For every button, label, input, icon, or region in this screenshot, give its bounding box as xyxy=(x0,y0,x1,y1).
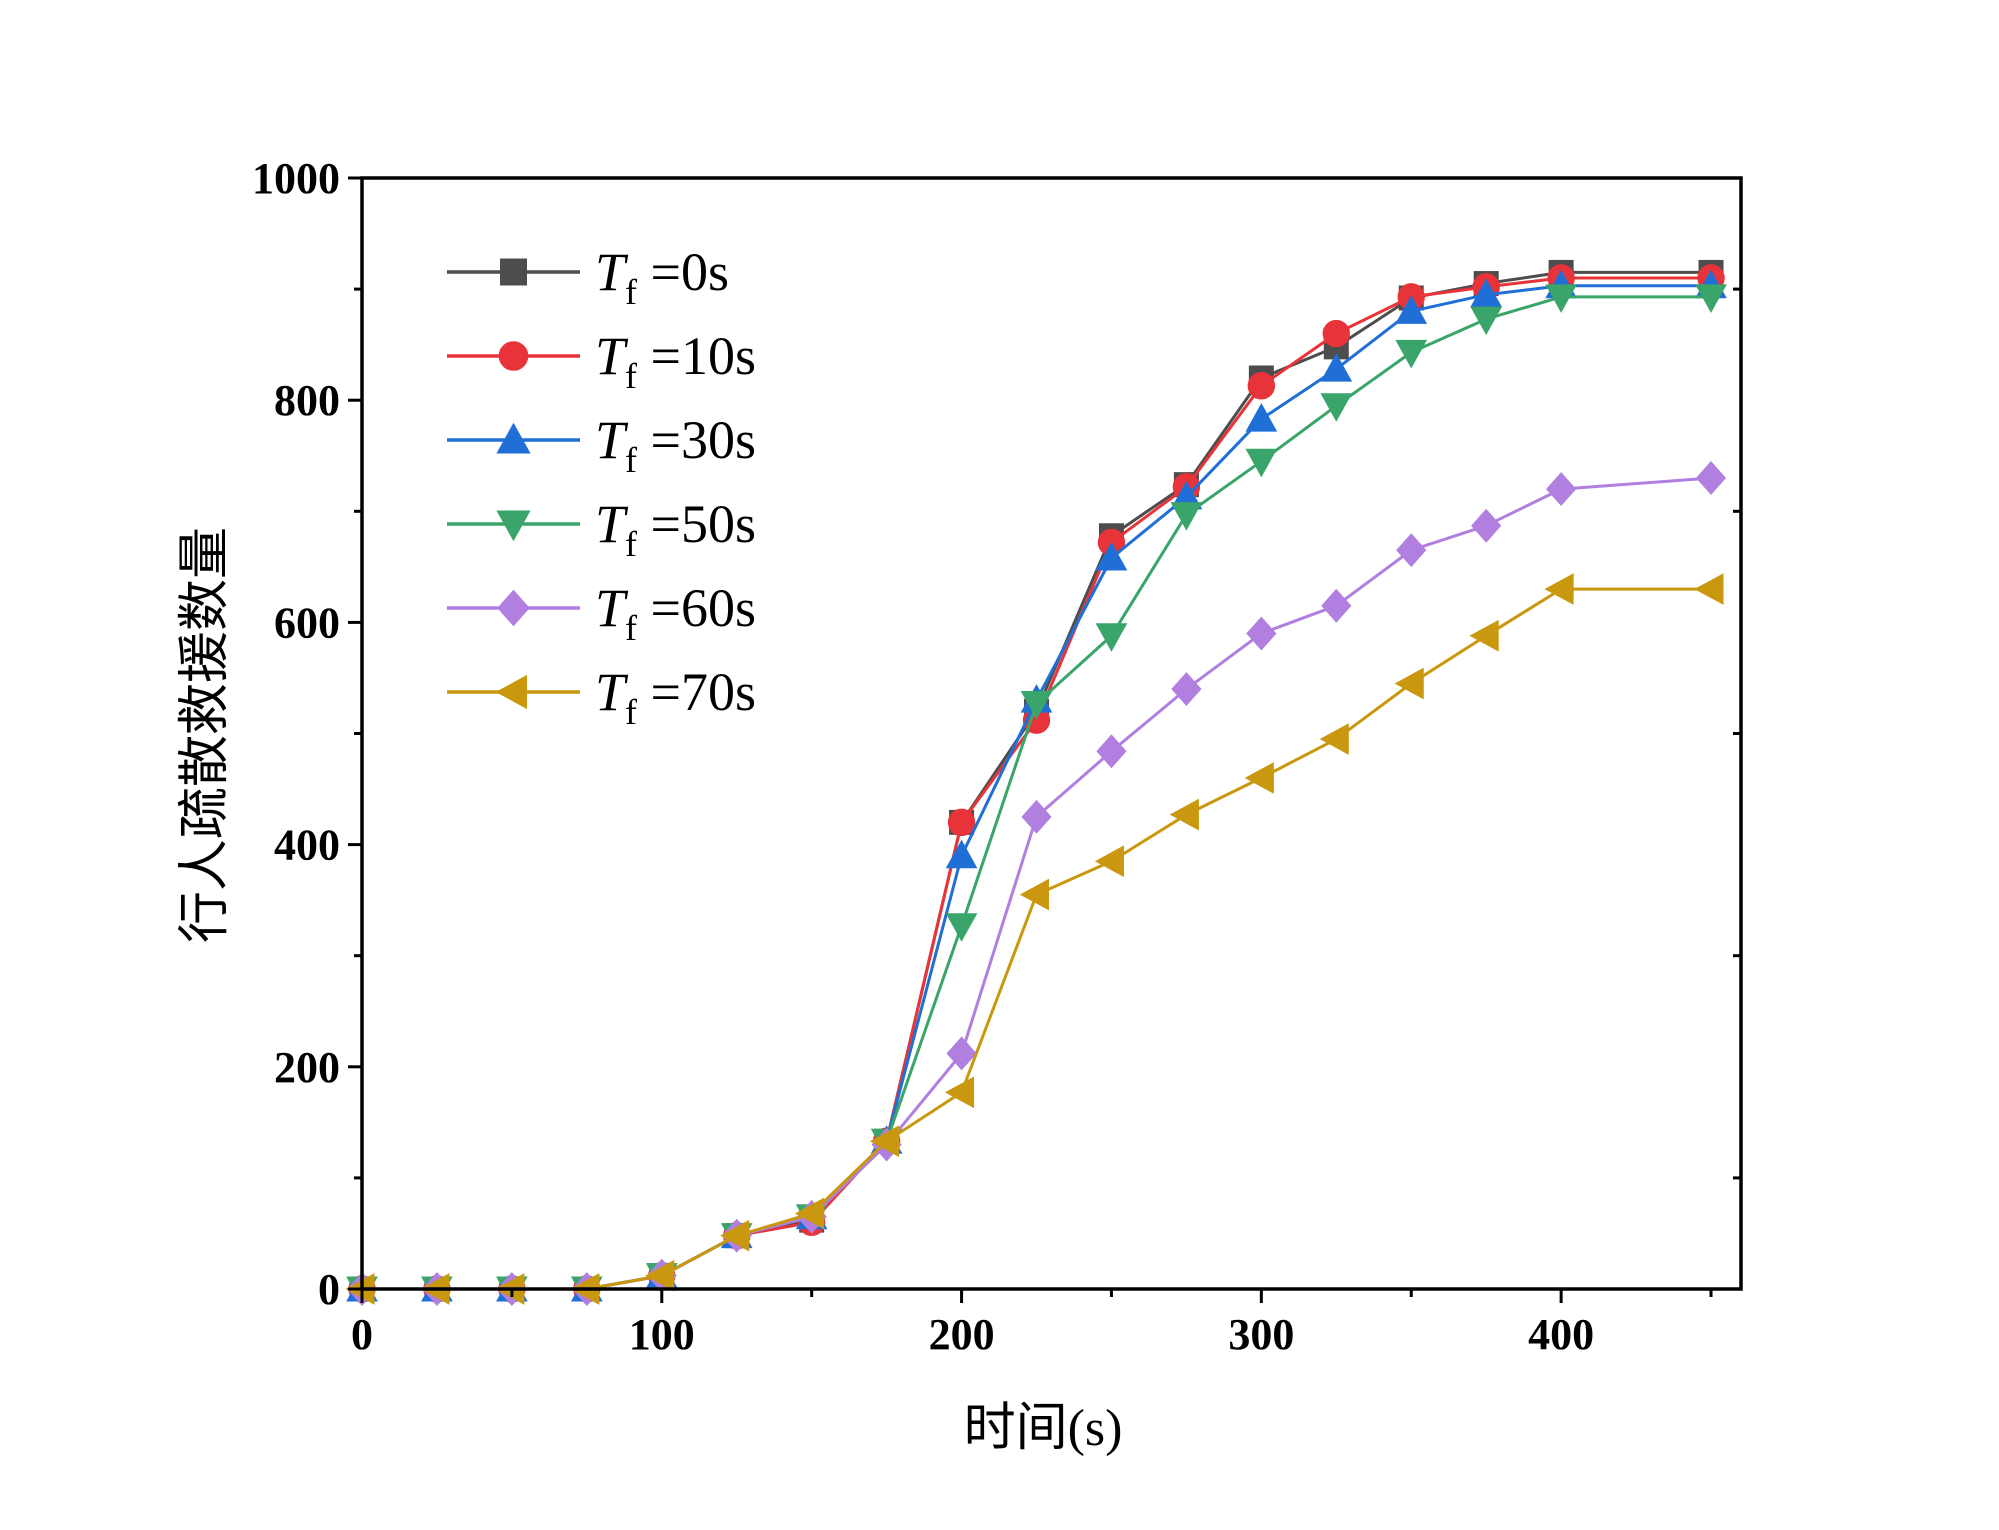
legend-label-3: Tf =50s xyxy=(595,494,756,564)
data-point-s2-13 xyxy=(1320,353,1353,382)
data-point-s1-13 xyxy=(1322,319,1350,348)
data-point-s4-9 xyxy=(1021,799,1052,834)
data-point-s4-16 xyxy=(1546,472,1577,507)
data-point-s3-8 xyxy=(945,913,978,942)
legend-item-2: Tf =30s xyxy=(447,410,756,480)
data-point-s5-17 xyxy=(1694,573,1724,605)
data-point-s5-9 xyxy=(1019,878,1050,911)
legend-label-1: Tf =10s xyxy=(595,326,756,396)
data-point-s2-8 xyxy=(945,839,978,869)
data-point-s4-12 xyxy=(1246,616,1277,651)
data-point-s5-8 xyxy=(944,1076,975,1109)
x-axis-label: 时间(s) xyxy=(964,1400,1123,1457)
legend-marker xyxy=(497,589,530,627)
data-point-s5-16 xyxy=(1544,573,1574,605)
legend-label-4: Tf =60s xyxy=(595,578,756,648)
x-tick-label-4: 400 xyxy=(1528,1310,1594,1359)
data-point-s3-16 xyxy=(1545,284,1577,313)
data-point-s3-11 xyxy=(1170,502,1203,531)
data-point-s3-12 xyxy=(1245,448,1278,478)
legend-marker xyxy=(496,422,531,454)
x-tick-label-3: 300 xyxy=(1228,1310,1294,1359)
data-point-s4-15 xyxy=(1471,508,1502,543)
data-point-s3-10 xyxy=(1095,623,1128,652)
legend-item-1: Tf =10s xyxy=(447,326,756,396)
legend-item-5: Tf =70s xyxy=(447,662,756,732)
data-point-s4-17 xyxy=(1695,461,1727,495)
legend-label-5: Tf =70s xyxy=(595,662,756,732)
data-point-s3-17 xyxy=(1695,284,1727,313)
legend-marker xyxy=(496,510,531,542)
data-point-s5-13 xyxy=(1319,723,1349,755)
data-point-s4-10 xyxy=(1096,734,1127,769)
y-tick-label-5: 1000 xyxy=(252,154,340,203)
data-point-s4-13 xyxy=(1321,588,1352,623)
data-point-s5-10 xyxy=(1094,845,1124,878)
y-tick-label-2: 400 xyxy=(274,821,340,870)
data-point-s2-12 xyxy=(1245,403,1278,432)
data-point-s5-7 xyxy=(869,1125,900,1158)
legend-item-4: Tf =60s xyxy=(447,578,756,648)
data-point-s5-12 xyxy=(1244,762,1274,794)
y-tick-label-3: 600 xyxy=(274,598,340,647)
x-tick-label-2: 200 xyxy=(929,1310,995,1359)
data-point-s3-13 xyxy=(1320,393,1353,422)
legend-item-3: Tf =50s xyxy=(447,494,756,564)
data-point-s5-5 xyxy=(720,1219,750,1252)
y-tick-label-1: 200 xyxy=(274,1043,340,1092)
legend: Tf =0s Tf =10s Tf =30s Tf =50s Tf =60s Tf =70… xyxy=(447,242,756,732)
legend-item-0: Tf =0s xyxy=(447,242,729,312)
data-point-s4-11 xyxy=(1171,672,1202,707)
x-tick-label-0: 0 xyxy=(351,1310,373,1359)
data-point-s2-14 xyxy=(1395,295,1428,324)
data-point-s5-6 xyxy=(795,1197,825,1230)
data-point-s5-15 xyxy=(1469,619,1499,652)
data-point-s3-9 xyxy=(1020,691,1053,720)
data-point-s4-14 xyxy=(1396,533,1427,568)
legend-marker xyxy=(495,674,527,710)
data-point-s5-11 xyxy=(1169,798,1199,831)
axes-layer: 0 100 200 300 400 0 200 400 600 800 1000 xyxy=(252,154,1743,1359)
data-point-s4-8 xyxy=(946,1036,977,1071)
data-point-s1-12 xyxy=(1247,372,1276,400)
legend-label-2: Tf =30s xyxy=(595,410,756,480)
data-point-s3-14 xyxy=(1395,339,1428,369)
y-tick-label-0: 0 xyxy=(318,1265,340,1314)
legend-label-0: Tf =0s xyxy=(595,242,729,312)
data-point-s2-10 xyxy=(1095,541,1128,571)
legend-marker xyxy=(498,341,529,371)
y-tick-label-4: 800 xyxy=(274,376,340,425)
data-point-s3-15 xyxy=(1470,306,1503,336)
data-point-s5-14 xyxy=(1394,667,1424,700)
data-point-s1-8 xyxy=(947,808,976,837)
y-axis-label: 行人疏散救援数量 xyxy=(177,527,234,943)
legend-marker xyxy=(500,258,527,286)
x-tick-label-1: 100 xyxy=(629,1310,695,1359)
data-point-s5-4 xyxy=(645,1259,675,1292)
